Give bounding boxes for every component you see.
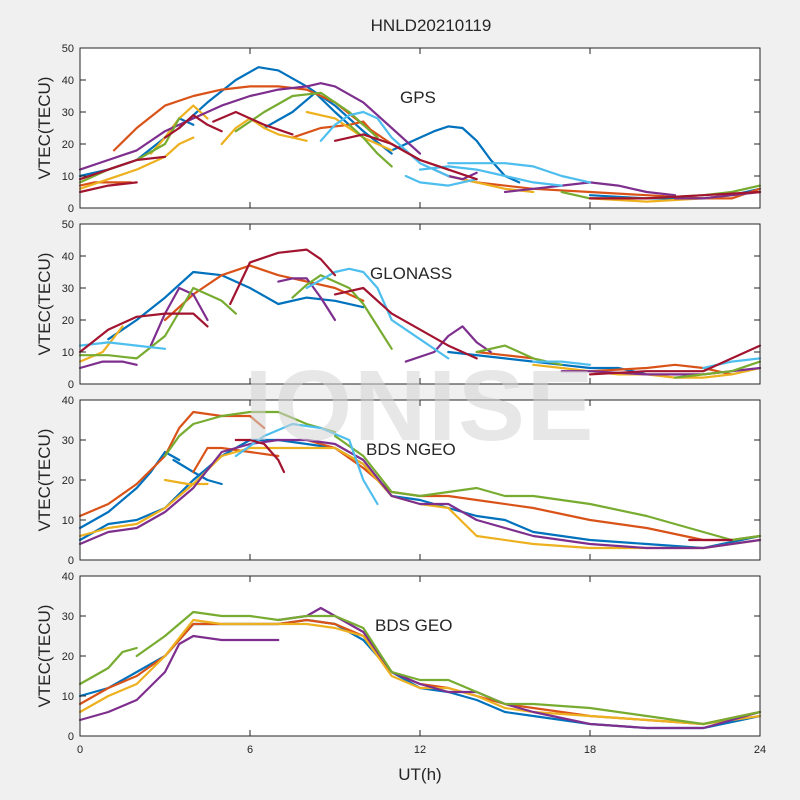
y-tick-label: 30 (62, 435, 74, 447)
series-line (220, 117, 308, 146)
y-tick-label: 40 (62, 395, 74, 407)
series-line (78, 312, 209, 354)
series-line (107, 270, 280, 341)
series-line (163, 114, 223, 139)
series-line (348, 123, 393, 168)
series-line (588, 190, 762, 200)
series-line (319, 110, 450, 178)
y-tick-label: 20 (62, 651, 74, 663)
series-line (163, 478, 209, 486)
x-axis-label: UT(h) (398, 765, 441, 784)
y-tick-label: 20 (62, 315, 74, 327)
series-line (588, 344, 762, 376)
plot-area (80, 576, 760, 736)
series-line (78, 438, 762, 550)
y-tick-label: 40 (62, 571, 74, 583)
series-line (149, 286, 209, 347)
panels: 0 10 20 30 40 50 VTEC(TECU) GPS 0 10 20 30 40 50 VTEC(… (35, 43, 766, 756)
y-tick-label: 10 (62, 515, 74, 527)
series-line (404, 174, 478, 187)
series-line (277, 606, 762, 730)
y-tick-label: 50 (62, 43, 74, 55)
y-tick-label: 50 (62, 219, 74, 231)
series-line (212, 110, 294, 136)
x-tick-label: 18 (584, 744, 596, 756)
y-axis-label: VTEC(TECU) (35, 429, 54, 532)
series-line (447, 162, 592, 184)
y-tick-label: 30 (62, 107, 74, 119)
y-axis-label: VTEC(TECU) (35, 253, 54, 356)
series-line (78, 410, 266, 518)
series-line (333, 133, 478, 181)
y-tick-label: 0 (68, 203, 74, 215)
y-axis-label: VTEC(TECU) (35, 77, 54, 180)
y-tick-label: 40 (62, 75, 74, 87)
series-line (163, 410, 337, 458)
series-line (78, 634, 280, 722)
series-line (532, 360, 592, 366)
series-line (234, 422, 379, 506)
y-tick-label: 10 (62, 691, 74, 703)
y-tick-label: 10 (62, 171, 74, 183)
series-line (234, 438, 286, 474)
y-tick-label: 40 (62, 251, 74, 263)
panel-label: BDS NGEO (366, 440, 456, 459)
series-line (78, 341, 167, 350)
series-line (291, 274, 393, 350)
y-tick-label: 0 (68, 379, 74, 391)
y-tick-label: 0 (68, 555, 74, 567)
series-line (78, 618, 762, 726)
panel-label: GLONASS (370, 264, 452, 283)
series-line (78, 446, 762, 550)
x-tick-label: 12 (414, 744, 426, 756)
panel-0: 0 10 20 30 40 50 VTEC(TECU) GPS (35, 43, 762, 215)
series-line (277, 277, 337, 322)
series-line (673, 360, 762, 379)
series-line (333, 434, 762, 542)
series-line (390, 125, 521, 184)
series-line (78, 82, 422, 171)
series-line (78, 325, 124, 363)
panel-label: BDS GEO (375, 616, 452, 635)
series-line (192, 446, 280, 474)
watermark: IONISE (245, 350, 596, 462)
figure-title: HNLD20210119 (371, 16, 492, 35)
x-tick-label: 0 (77, 744, 83, 756)
series-line (305, 267, 450, 360)
series-line (78, 155, 167, 181)
series-line (234, 91, 379, 139)
series-line (78, 181, 138, 194)
panel-label: GPS (400, 88, 436, 107)
y-axis-label: VTEC(TECU) (35, 605, 54, 708)
series-line (333, 286, 478, 360)
series-line (404, 325, 492, 363)
y-tick-label: 20 (62, 475, 74, 487)
series-line (229, 248, 337, 306)
y-tick-label: 10 (62, 347, 74, 359)
series-line (135, 610, 762, 726)
y-tick-label: 30 (62, 283, 74, 295)
series-line (588, 363, 733, 376)
y-tick-label: 0 (68, 731, 74, 743)
x-tick-label: 24 (754, 744, 766, 756)
series-line (305, 110, 393, 152)
y-tick-label: 30 (62, 611, 74, 623)
panel-3: 0 10 20 30 40 0 6 12 18 24 VTEC(TECU) BDS GEO (35, 571, 766, 756)
plot-area (80, 48, 760, 208)
x-tick-label: 6 (247, 744, 253, 756)
series-line (78, 360, 138, 370)
panel-1: 0 10 20 30 40 50 VTEC(TECU) GLONASS (35, 219, 762, 391)
panel-2: 0 10 20 30 40 VTEC(TECU) BDS NGEO (35, 395, 762, 567)
series-line (78, 136, 195, 190)
series-line (78, 646, 138, 686)
y-tick-label: 20 (62, 139, 74, 151)
series-line (475, 350, 535, 360)
series-line (78, 286, 237, 360)
